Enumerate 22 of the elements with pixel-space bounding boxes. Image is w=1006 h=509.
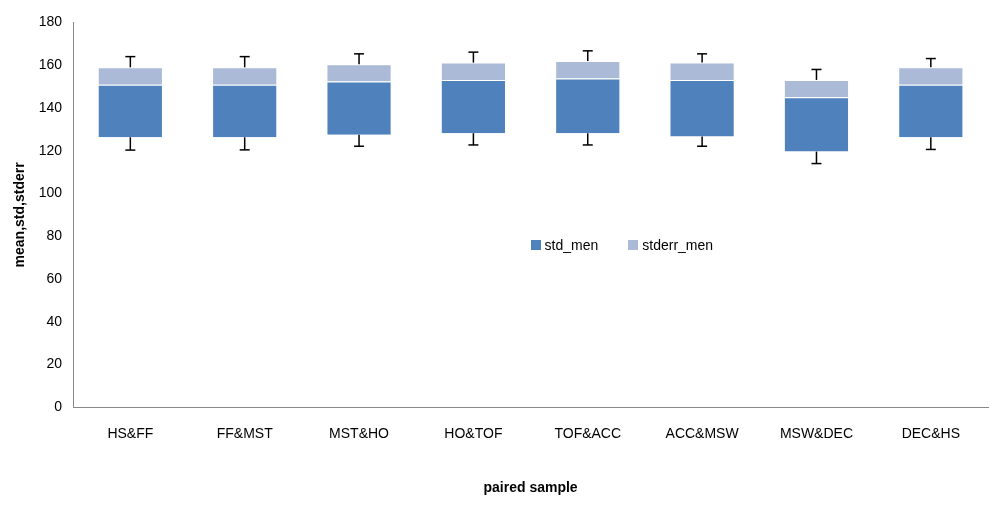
x-axis-title: paired sample (483, 479, 578, 496)
y-tick-label: 180 (38, 13, 63, 30)
x-tick-label: FF&MST (216, 424, 274, 441)
x-tick-label: ACC&MSW (665, 424, 740, 441)
x-tick-label: MST&HO (329, 424, 390, 441)
x-tick-label: HO&TOF (444, 424, 503, 441)
legend-label: stderr_men (642, 236, 714, 253)
y-tick-label: 20 (46, 355, 63, 372)
x-tick-label: MSW&DEC (779, 424, 854, 441)
y-tick-label: 160 (38, 56, 63, 73)
y-tick-label: 100 (38, 184, 63, 201)
x-tick-label: TOF&ACC (554, 424, 622, 441)
y-tick-label: 120 (38, 141, 63, 158)
x-tick-label: HS&FF (107, 424, 154, 441)
y-axis-title: mean,std,stderr (11, 161, 28, 268)
y-tick-label: 60 (46, 269, 63, 286)
y-tick-label: 40 (46, 312, 63, 329)
legend-label: std_men (544, 236, 599, 253)
y-tick-label: 140 (38, 98, 63, 115)
x-tick-label: DEC&HS (901, 424, 960, 441)
y-tick-label: 80 (46, 227, 63, 244)
y-tick-label: 0 (54, 398, 63, 415)
